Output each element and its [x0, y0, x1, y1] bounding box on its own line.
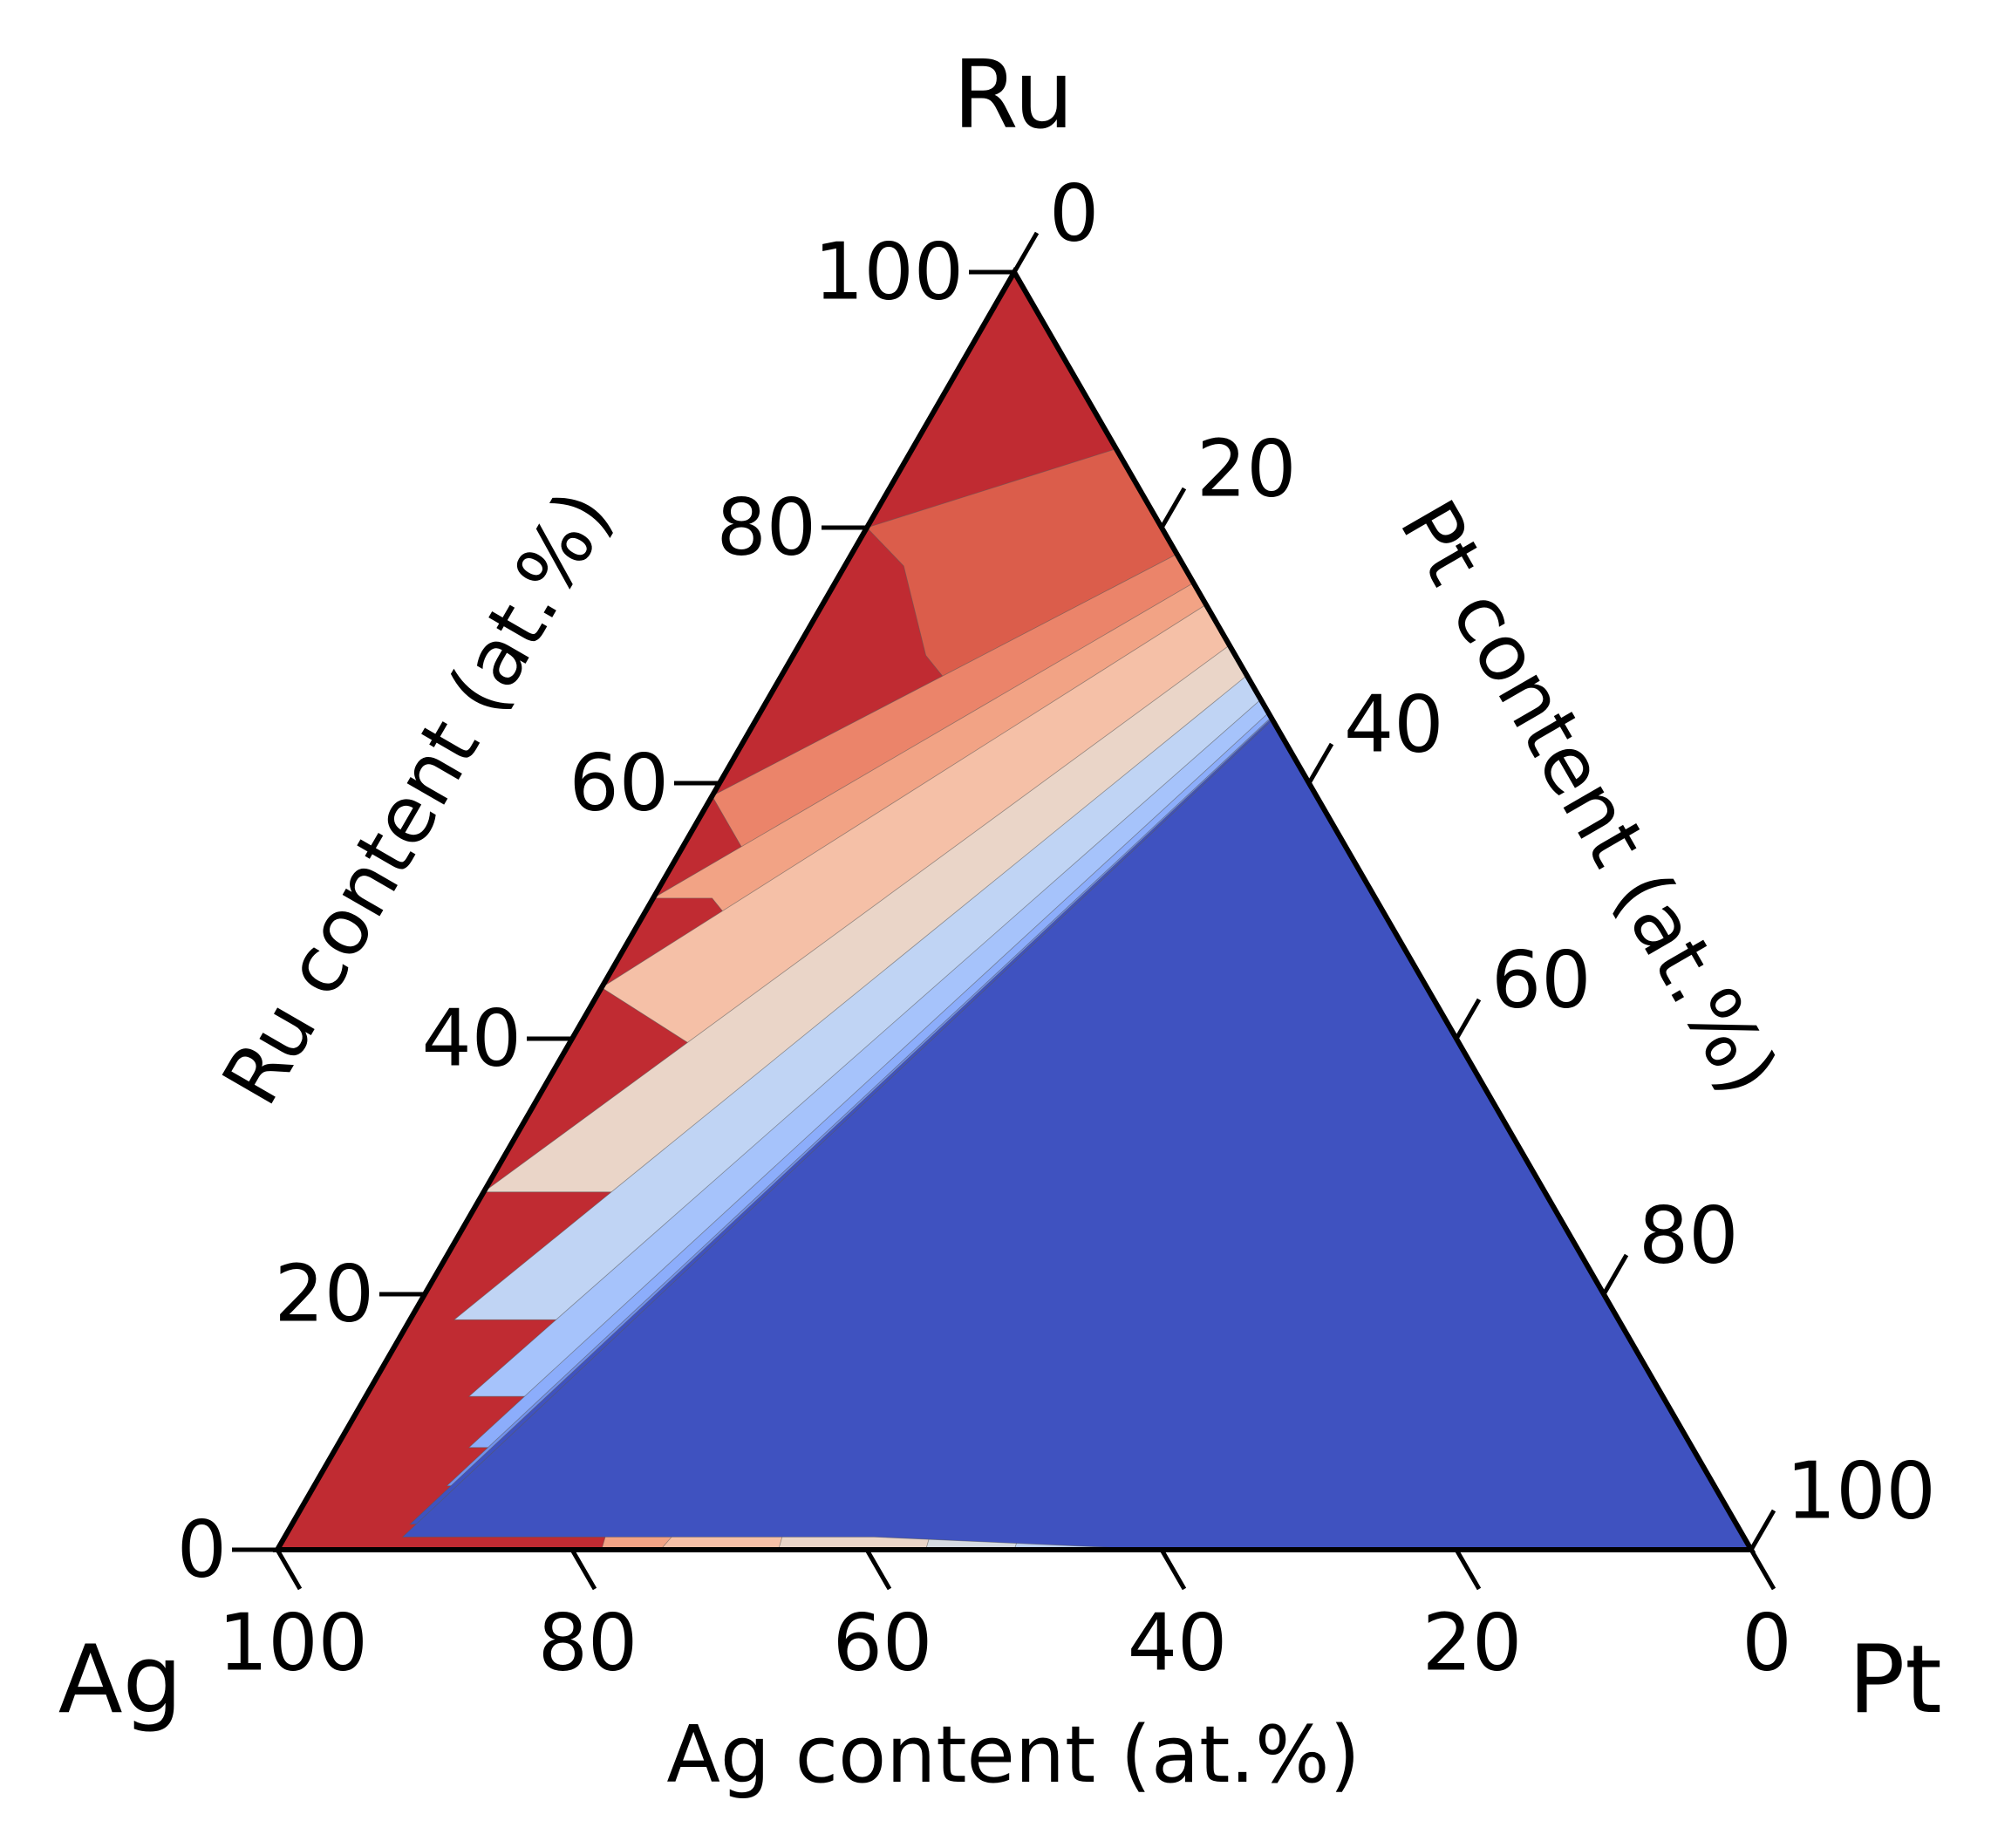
- tick-pt-80: [1601, 1253, 1629, 1296]
- tick-ag-60: [864, 1548, 892, 1591]
- tick-label-ru-0: 0: [177, 1504, 227, 1596]
- triangle-outline: [272, 266, 1756, 1552]
- tick-ag-0: [1749, 1548, 1776, 1591]
- tick-pt-20: [1159, 487, 1187, 529]
- tick-pt-100: [1749, 1509, 1776, 1551]
- tick-ag-100: [275, 1548, 303, 1591]
- tick-pt-40: [1306, 742, 1334, 785]
- tick-ag-20: [1454, 1548, 1482, 1591]
- vertex-label-pt: Pt: [1848, 1626, 1941, 1735]
- tick-label-ag-60: 60: [833, 1598, 933, 1689]
- vertex-label-ag: Ag: [58, 1626, 182, 1735]
- axis-title-ag: Ag content (at.%): [666, 1709, 1360, 1801]
- tick-label-ag-80: 80: [538, 1598, 638, 1689]
- tick-label-ru-20: 20: [274, 1249, 374, 1340]
- tick-label-ru-80: 80: [716, 482, 816, 574]
- tick-label-ag-0: 0: [1742, 1598, 1791, 1689]
- contour-fills: [277, 272, 1751, 1550]
- tick-label-ru-60: 60: [569, 738, 669, 829]
- tick-pt-60: [1454, 998, 1482, 1040]
- tick-label-pt-20: 20: [1197, 423, 1297, 515]
- tick-ag-40: [1159, 1548, 1187, 1591]
- tick-label-pt-40: 40: [1344, 679, 1444, 770]
- tick-label-pt-100: 100: [1786, 1445, 1936, 1537]
- axis-title-ru: Ru content (at.%): [205, 475, 630, 1120]
- tick-label-ru-100: 100: [814, 227, 964, 318]
- tick-label-pt-0: 0: [1049, 167, 1099, 259]
- tick-label-ru-40: 40: [421, 993, 522, 1085]
- tick-pt-0: [1012, 231, 1040, 274]
- tick-label-pt-80: 80: [1639, 1190, 1739, 1281]
- tick-ag-80: [569, 1548, 597, 1591]
- vertex-label-ru: Ru: [953, 41, 1074, 150]
- tick-label-ag-40: 40: [1128, 1598, 1228, 1689]
- tick-label-ag-20: 20: [1422, 1598, 1523, 1689]
- tick-label-ag-100: 100: [218, 1598, 368, 1689]
- tick-label-pt-60: 60: [1491, 934, 1592, 1026]
